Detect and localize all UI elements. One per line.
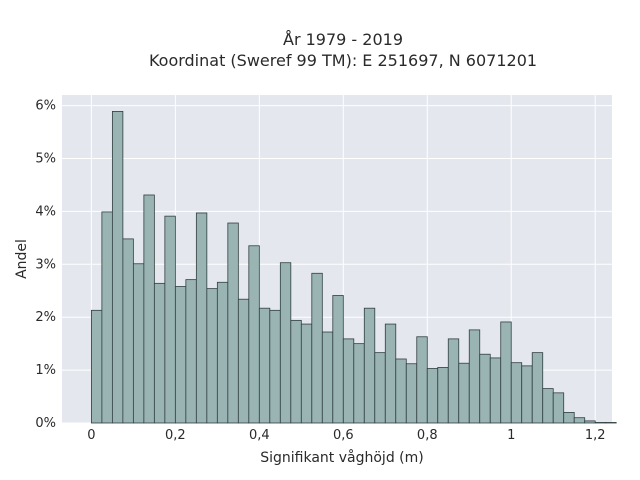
histogram-bar	[363, 307, 376, 424]
histogram-bar	[269, 309, 281, 424]
y-axis-label: Andel	[14, 239, 30, 279]
histogram-bar	[143, 194, 155, 424]
histogram-bar	[174, 286, 187, 424]
histogram-bars	[90, 111, 617, 424]
histogram-bar	[594, 422, 607, 424]
histogram-bar	[584, 420, 596, 424]
histogram-bar	[531, 352, 544, 424]
histogram-bar	[153, 282, 166, 424]
x-axis-label: Signifikant våghöjd (m)	[260, 449, 423, 466]
histogram-bar	[164, 215, 176, 424]
histogram-bar	[563, 412, 575, 424]
y-tick-label: 1%	[35, 363, 56, 378]
y-tick-label: 3%	[35, 257, 56, 272]
histogram-bar	[605, 422, 617, 424]
histogram-bar	[489, 357, 502, 424]
histogram-bar	[216, 281, 229, 424]
histogram-bar	[300, 323, 313, 424]
x-tick-label: 0	[87, 428, 95, 443]
x-tick-label: 0,2	[165, 428, 186, 443]
histogram-bar	[573, 417, 586, 424]
histogram-bar	[311, 272, 323, 424]
x-axis-ticks: 0 0,2 0,4 0,6 0,8 1 1,2	[87, 428, 605, 443]
histogram-bar	[342, 338, 355, 424]
y-tick-label: 6%	[35, 99, 56, 114]
histogram-bar	[458, 362, 470, 424]
y-tick-label: 5%	[35, 151, 56, 166]
chart-title-line1: År 1979 - 2019	[283, 30, 403, 49]
histogram-bar	[206, 288, 218, 424]
y-tick-label: 0%	[35, 416, 56, 431]
y-axis-ticks: 0% 1% 2% 3% 4% 5% 6%	[35, 99, 56, 431]
histogram-bar	[290, 319, 302, 424]
x-tick-label: 1,2	[585, 428, 606, 443]
histogram-bar	[279, 262, 292, 424]
y-tick-label: 2%	[35, 310, 56, 325]
histogram-bar	[248, 245, 260, 424]
histogram-bar	[122, 238, 134, 424]
histogram-bar	[332, 295, 344, 424]
histogram-bar	[510, 362, 523, 424]
histogram-bar	[101, 211, 113, 424]
histogram-bar	[500, 321, 512, 424]
x-tick-label: 0,4	[249, 428, 270, 443]
histogram-bar	[521, 365, 533, 424]
histogram-bar	[542, 388, 554, 424]
histogram-bar	[353, 343, 365, 424]
histogram-bar	[195, 212, 208, 424]
histogram-bar	[90, 309, 103, 424]
histogram-bar	[416, 336, 428, 424]
histogram-bar	[552, 392, 565, 424]
x-tick-label: 1	[507, 428, 515, 443]
histogram-bar	[374, 352, 386, 424]
histogram-bar	[384, 323, 397, 424]
x-tick-label: 0,6	[333, 428, 354, 443]
histogram-bar	[395, 358, 407, 424]
histogram-bar	[227, 222, 239, 424]
histogram-bar	[447, 338, 460, 424]
histogram-bar	[185, 279, 197, 424]
y-tick-label: 4%	[35, 204, 56, 219]
histogram-bar	[468, 329, 481, 424]
chart-title-line2: Koordinat (Sweref 99 TM): E 251697, N 60…	[149, 51, 537, 70]
histogram-bar	[426, 368, 439, 424]
histogram-bar	[321, 331, 334, 424]
histogram-bar	[111, 111, 124, 424]
histogram-bar	[237, 298, 250, 424]
histogram-bar	[405, 363, 418, 424]
x-tick-label: 0,8	[417, 428, 438, 443]
histogram-bar	[258, 307, 271, 424]
histogram-bar	[437, 367, 449, 424]
histogram-bar	[132, 263, 145, 424]
histogram-bar	[479, 353, 491, 424]
